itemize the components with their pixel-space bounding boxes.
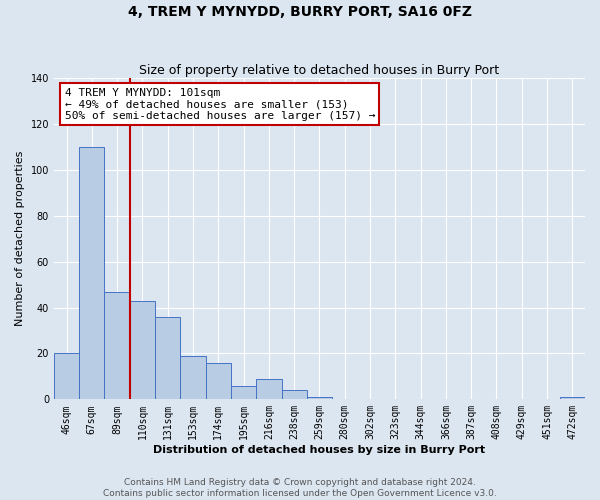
Bar [256, 378, 281, 400]
Text: Contains HM Land Registry data © Crown copyright and database right 2024.
Contai: Contains HM Land Registry data © Crown c… [103, 478, 497, 498]
X-axis label: Distribution of detached houses by size in Burry Port: Distribution of detached houses by size … [154, 445, 485, 455]
Bar [281, 390, 307, 400]
Text: 4 TREM Y MYNYDD: 101sqm
← 49% of detached houses are smaller (153)
50% of semi-d: 4 TREM Y MYNYDD: 101sqm ← 49% of detache… [65, 88, 375, 121]
Y-axis label: Number of detached properties: Number of detached properties [15, 151, 25, 326]
Bar [307, 397, 332, 400]
Bar [54, 354, 79, 400]
Bar [104, 292, 130, 400]
Bar [155, 316, 181, 400]
Bar [560, 397, 585, 400]
Bar [181, 356, 206, 400]
Bar [79, 147, 104, 400]
Title: Size of property relative to detached houses in Burry Port: Size of property relative to detached ho… [139, 64, 500, 77]
Bar [231, 386, 256, 400]
Bar [206, 362, 231, 400]
Text: 4, TREM Y MYNYDD, BURRY PORT, SA16 0FZ: 4, TREM Y MYNYDD, BURRY PORT, SA16 0FZ [128, 5, 472, 19]
Bar [130, 300, 155, 400]
